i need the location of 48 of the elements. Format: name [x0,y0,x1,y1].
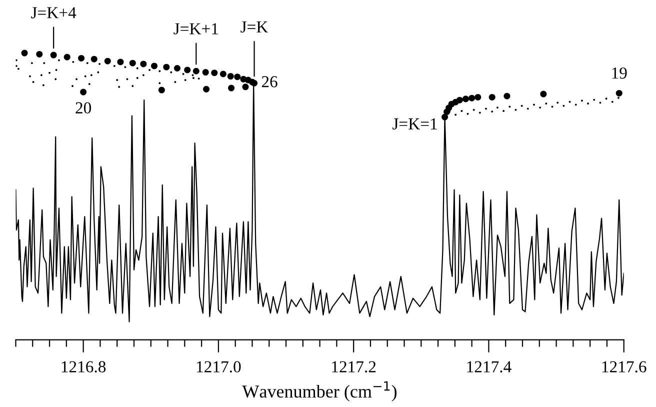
point [202,69,209,76]
point [228,84,235,92]
point [50,52,57,58]
point [90,56,98,62]
point [104,58,111,64]
point [442,114,448,120]
point [203,86,210,92]
x-axis-title: Wavenumber (cm$^{−1}$) [242,381,397,402]
point [456,96,463,104]
x-tick-label: 1217.2 [332,361,376,372]
annotation: J=K=1 [392,118,437,130]
point [163,64,170,70]
x-tick-label: 1217.4 [467,361,512,372]
point [488,94,496,100]
annotation: 26 [262,76,278,88]
point [462,96,470,102]
annotation: J=K+4 [31,7,76,18]
point [504,92,510,100]
point [36,50,43,58]
annotation: J=K+1 [174,23,218,34]
point [151,62,158,70]
annotation: 20 [76,102,92,114]
point [616,90,622,96]
point [184,66,191,74]
point [474,94,482,100]
point [234,74,241,80]
x-tick-label: 1217.0 [196,361,241,372]
point [220,70,226,78]
point [211,70,218,76]
point [251,80,258,86]
point [227,73,234,80]
point [78,54,85,62]
annotation: 19 [612,68,627,79]
x-tick-label: 1216.8 [62,361,106,372]
point [174,65,180,72]
point [158,86,165,94]
point [242,84,249,90]
point [468,94,476,102]
point [129,60,136,66]
x-tick-label: 1217.6 [602,361,646,372]
point [64,54,70,60]
point [117,58,124,66]
point [540,90,547,98]
point [80,88,87,96]
point [140,60,147,68]
point [21,50,28,56]
point [192,68,200,74]
annotation: J=K [240,21,268,33]
